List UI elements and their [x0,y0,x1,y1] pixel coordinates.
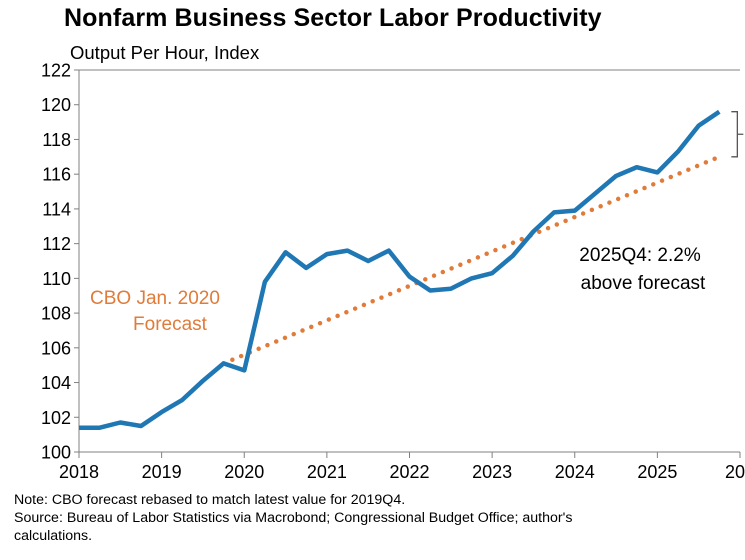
y-tick-label: 114 [42,199,71,219]
series-layer [79,109,722,430]
chart-title: Nonfarm Business Sector Labor Productivi… [64,4,602,32]
y-tick-label: 100 [41,443,71,463]
x-tick-label: 2023 [472,462,512,482]
y-tick-label: 118 [42,130,71,150]
x-tick-label: 2019 [142,462,182,482]
y-tick-label: 102 [41,408,71,428]
x-tick-label: 2020 [224,462,264,482]
x-tick-label: 2018 [59,462,99,482]
forecast-line [221,154,722,366]
source-text-line2: calculations. [14,528,93,544]
y-tick-label: 108 [41,304,71,324]
chart-notes: Note: CBO forecast rebased to match late… [14,491,572,545]
forecast-label-line1: CBO Jan. 2020 [90,288,220,309]
y-tick-label: 112 [42,234,71,254]
x-tick-label: 2025 [637,462,677,482]
gap-bracket [731,111,744,158]
y-axis-label: Output Per Hour, Index [70,42,260,63]
axis-ticks: 100 102 104 106 108 110 112 114 116 118 120 122 2018… [41,61,745,483]
y-tick-label: 116 [42,165,71,185]
y-tick-label: 120 [41,95,71,115]
annotations: CBO Jan. 2020 Forecast 2025Q4: 2.2% abov… [90,111,744,335]
forecast-label-line2: Forecast [133,314,208,335]
gap-label-line2: above forecast [581,273,706,294]
x-tick-label: 2024 [555,462,595,482]
x-tick-label: 202 [725,462,745,482]
y-tick-label: 122 [41,61,71,81]
productivity-line [79,109,721,430]
x-tick-label: 2021 [307,462,347,482]
source-text-line1: Source: Bureau of Labor Statistics via M… [14,510,573,526]
x-tick-label: 2022 [389,462,429,482]
productivity-chart: 100 102 104 106 108 110 112 114 116 118 120 122 2018… [41,61,745,483]
note-text: Note: CBO forecast rebased to match late… [14,492,406,508]
y-tick-label: 110 [42,269,71,289]
gap-label-line1: 2025Q4: 2.2% [579,245,701,266]
y-tick-label: 104 [41,373,71,393]
y-tick-label: 106 [41,338,71,358]
